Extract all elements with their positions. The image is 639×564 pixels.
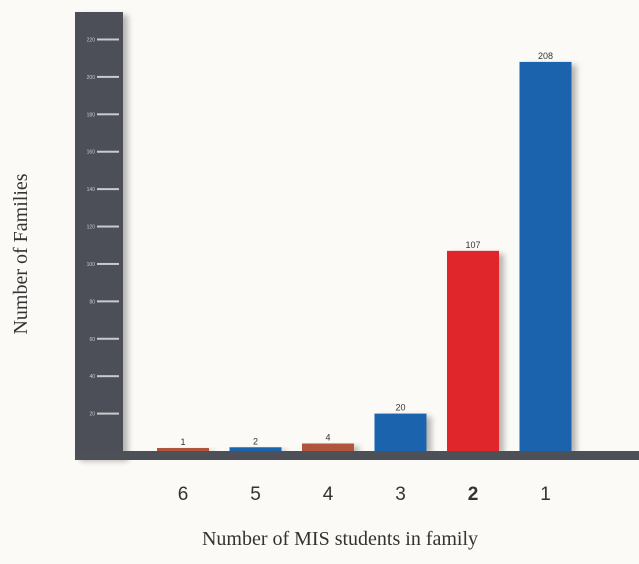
data-label-3: 20 [395,403,405,413]
y-tick-mark [97,188,119,191]
bar-2 [447,250,499,451]
x-tick-label-6: 6 [178,484,189,505]
y-tick-mark [97,412,119,415]
y-tick-label: 160 [87,150,96,156]
y-tick-mark [97,225,119,228]
y-tick-label: 120 [87,225,96,231]
y-tick-mark [97,300,119,303]
y-tick-label: 100 [87,262,96,268]
y-tick-mark [97,337,119,340]
y-axis-ticks: 20 40 60 80 100 120 140 160 180 200 220 [87,37,119,418]
x-axis-ticks: 6 5 4 3 2 1 [178,484,551,505]
bar-5 [229,447,282,451]
bar-6 [157,448,209,451]
x-tick-label-4: 4 [323,484,334,505]
y-tick-label: 200 [87,75,96,81]
y-axis-ruler [75,12,123,458]
y-tick-label: 140 [87,187,96,193]
bar-1 [519,61,572,452]
bar-3 [374,413,427,451]
y-tick-mark [97,75,119,78]
data-label-4: 4 [325,433,330,443]
y-axis-title: Number of Families [10,173,32,335]
bars-layer [157,61,572,452]
y-tick-mark [97,262,119,265]
y-tick-label: 40 [89,374,95,380]
y-tick-label: 80 [89,299,95,305]
y-tick-label: 220 [87,37,96,43]
x-tick-label-2: 2 [468,484,479,505]
y-tick-mark [97,150,119,153]
data-label-2: 107 [465,240,480,250]
y-tick-label: 20 [89,412,95,418]
x-tick-label-3: 3 [395,484,406,505]
y-tick-mark [97,38,119,41]
data-label-1: 208 [538,51,553,61]
y-tick-mark [97,375,119,378]
x-axis-title: Number of MIS students in family [201,528,479,550]
bar-4 [302,443,354,451]
data-label-5: 2 [253,436,258,446]
y-tick-label: 180 [87,112,96,118]
x-axis-baseline [75,451,639,460]
x-tick-label-1: 1 [540,484,551,505]
data-labels: 1 2 4 20 107 208 [180,51,553,447]
y-tick-mark [97,113,119,116]
data-label-6: 1 [180,437,185,447]
x-tick-label-5: 5 [250,484,261,505]
y-tick-label: 60 [89,337,95,343]
